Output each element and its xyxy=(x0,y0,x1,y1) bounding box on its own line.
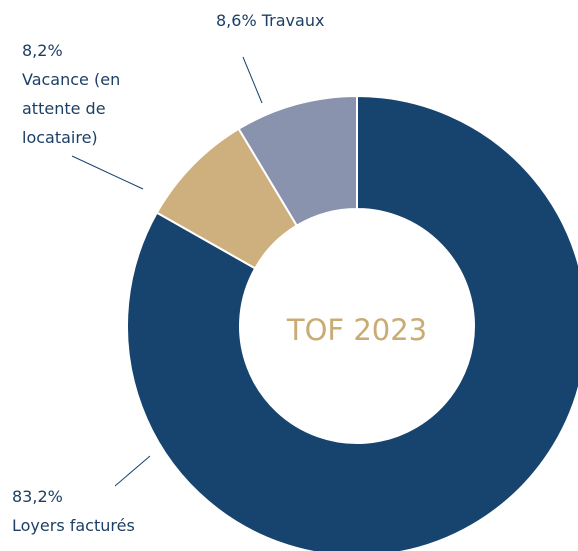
leader-line xyxy=(114,455,151,487)
slice-label: 8,2% Vacance (en attente de locataire) xyxy=(22,36,130,152)
value-label: 83,2% xyxy=(12,487,63,506)
slice-label: 83,2% Loyers facturés xyxy=(12,482,135,540)
donut-slice xyxy=(237,94,358,228)
category-label: Travaux xyxy=(261,11,325,30)
chart-title: TOF 2023 xyxy=(286,313,427,347)
category-label: Loyers facturés xyxy=(12,516,135,535)
leader-line xyxy=(242,56,263,104)
value-label: 8,6% xyxy=(216,11,257,30)
donut-slice xyxy=(126,94,578,551)
leader-line xyxy=(71,155,144,190)
category-label: Vacance (en attente de locataire) xyxy=(22,70,121,147)
value-label: 8,2% xyxy=(22,41,63,60)
slice-label: 8,6% Travaux xyxy=(216,6,324,35)
